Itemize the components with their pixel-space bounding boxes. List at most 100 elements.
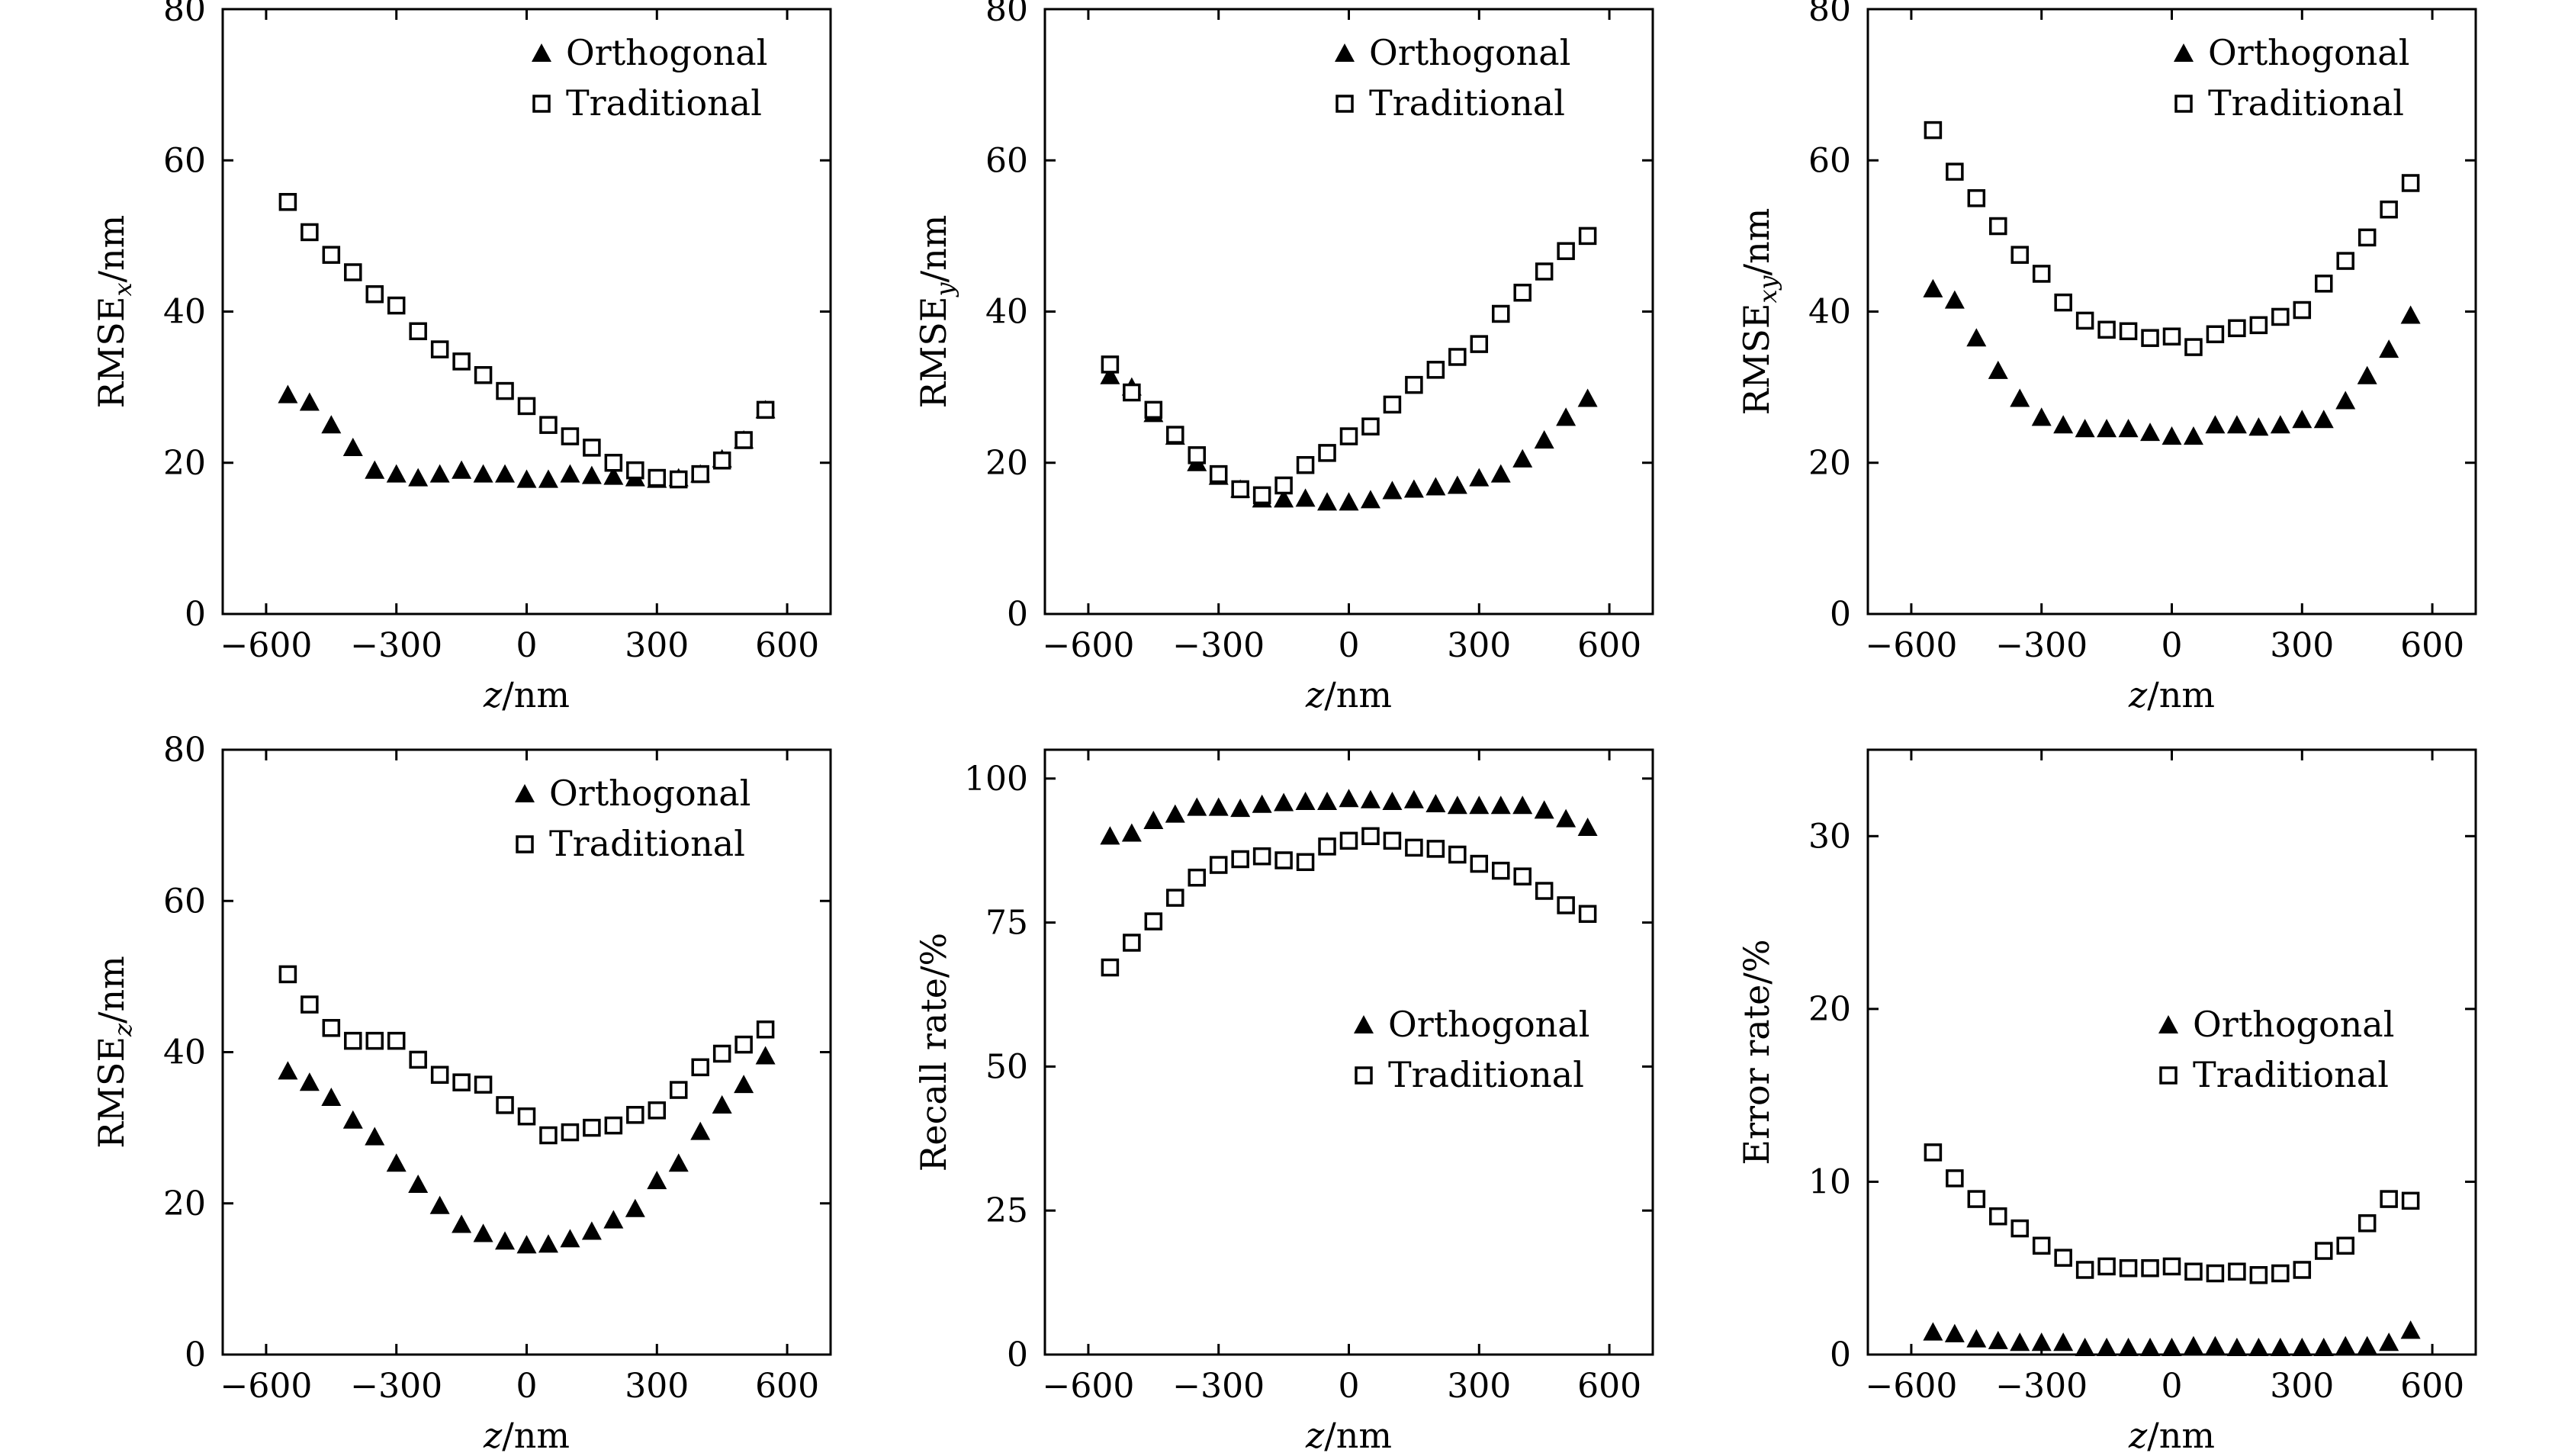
data-point-orthogonal (2053, 415, 2074, 434)
data-point-orthogonal (365, 1127, 385, 1146)
x-tick-label: 300 (1447, 626, 1511, 665)
data-point-traditional (756, 1020, 775, 1039)
x-tick-label: 300 (2270, 1367, 2334, 1406)
data-point-traditional (1361, 827, 1380, 846)
data-point-orthogonal (1230, 799, 1251, 818)
series-orthogonal (1923, 278, 2421, 445)
data-point-orthogonal (278, 1061, 298, 1080)
y-tick-label: 20 (985, 444, 1028, 483)
data-point-traditional (539, 416, 558, 434)
data-point-orthogonal (2161, 426, 2182, 445)
y-tick-label: 0 (1830, 1335, 1851, 1374)
legend-marker-orthogonal (532, 43, 551, 63)
data-point-traditional (2315, 275, 2333, 293)
data-point-orthogonal (2118, 419, 2139, 438)
data-point-orthogonal (2248, 417, 2269, 436)
legend-label-traditional: Traditional (1369, 82, 1565, 124)
data-point-traditional (1209, 856, 1228, 874)
data-point-traditional (648, 1101, 667, 1120)
data-point-traditional (2315, 1242, 2333, 1260)
data-point-traditional (1557, 896, 1575, 914)
data-point-traditional (691, 1058, 709, 1077)
data-point-orthogonal (668, 1153, 689, 1172)
data-point-orthogonal (1944, 290, 1965, 309)
data-point-traditional (1967, 1190, 1986, 1208)
data-point-traditional (2032, 1236, 2051, 1255)
data-point-orthogonal (299, 1072, 320, 1091)
data-point-traditional (1166, 426, 1184, 444)
legend-marker-traditional (532, 95, 551, 113)
data-point-orthogonal (1317, 791, 1338, 811)
data-point-traditional (1252, 486, 1271, 505)
series-traditional (1101, 827, 1597, 977)
data-point-orthogonal (2313, 410, 2334, 429)
legend-label-traditional: Traditional (1388, 1054, 1584, 1095)
y-tick-label: 10 (1808, 1162, 1851, 1201)
data-point-traditional (2097, 320, 2116, 339)
x-axis-title: z/nm (1305, 674, 1392, 715)
data-point-traditional (1492, 861, 1510, 880)
legend-label-orthogonal: Orthogonal (1388, 1004, 1589, 1045)
legend-label-traditional: Traditional (549, 823, 745, 864)
legend-marker-traditional (2174, 95, 2193, 113)
y-tick-label: 80 (985, 0, 1028, 29)
data-point-traditional (1231, 850, 1249, 869)
data-point-traditional (365, 284, 384, 304)
chart-panel-1: −600 −300 0 300 600 0 20 40 60 80 z/nm RMSEx/nm Orth… (91, 0, 832, 715)
data-point-traditional (712, 452, 731, 470)
legend: Orthogonal Traditional (2174, 32, 2409, 124)
data-point-orthogonal (734, 1075, 754, 1094)
data-point-orthogonal (1469, 795, 1490, 815)
data-point-orthogonal (2400, 1320, 2421, 1339)
data-point-traditional (387, 296, 406, 315)
x-tick-label: 0 (2161, 1367, 2183, 1406)
y-tick-label: 100 (964, 760, 1028, 799)
data-point-traditional (387, 1031, 406, 1050)
y-tick-label: 0 (1007, 1335, 1028, 1374)
data-point-orthogonal (2335, 1335, 2356, 1355)
data-point-orthogonal (1360, 789, 1380, 808)
data-point-orthogonal (1966, 1329, 1987, 1348)
data-point-traditional (1513, 283, 1532, 302)
data-point-orthogonal (1447, 795, 1467, 815)
series-orthogonal (1100, 789, 1598, 845)
data-point-orthogonal (1923, 278, 1943, 297)
y-tick-label: 0 (185, 1335, 206, 1374)
x-axis-title: z/nm (483, 674, 570, 715)
data-point-orthogonal (1382, 481, 1403, 500)
x-axis-title: z/nm (2128, 1415, 2215, 1456)
data-point-traditional (517, 397, 536, 416)
x-tick-label: 300 (625, 626, 689, 665)
data-point-orthogonal (1165, 804, 1185, 823)
legend-label-traditional: Traditional (2208, 82, 2404, 124)
data-point-traditional (583, 439, 601, 457)
x-tick-label: −600 (1042, 1367, 1134, 1406)
data-point-orthogonal (690, 1121, 711, 1140)
data-point-traditional (1513, 867, 1532, 885)
series-traditional (1924, 1143, 2420, 1284)
data-point-traditional (1989, 1207, 2007, 1226)
data-point-orthogonal (1274, 792, 1294, 812)
x-tick-label: −300 (1995, 626, 2088, 665)
data-point-orthogonal (2118, 1337, 2139, 1356)
data-point-orthogonal (1274, 489, 1294, 508)
data-point-orthogonal (2205, 1335, 2226, 1355)
data-point-traditional (1318, 444, 1336, 462)
data-point-orthogonal (1490, 464, 1511, 483)
x-tick-label: −600 (1042, 626, 1134, 665)
x-tick-label: 0 (1339, 1367, 1360, 1406)
x-tick-label: 600 (2400, 626, 2464, 665)
legend-marker-traditional (1335, 95, 1354, 113)
data-point-orthogonal (342, 437, 363, 456)
data-point-orthogonal (2140, 423, 2161, 442)
data-point-orthogonal (1490, 795, 1511, 815)
data-point-traditional (2249, 1266, 2268, 1284)
x-tick-label: −600 (220, 626, 312, 665)
data-point-traditional (344, 1031, 362, 1050)
data-point-orthogonal (1534, 430, 1554, 449)
legend-marker-traditional (516, 835, 534, 853)
data-point-orthogonal (1295, 791, 1316, 811)
data-point-orthogonal (2183, 1335, 2203, 1355)
data-point-orthogonal (1512, 448, 1533, 468)
